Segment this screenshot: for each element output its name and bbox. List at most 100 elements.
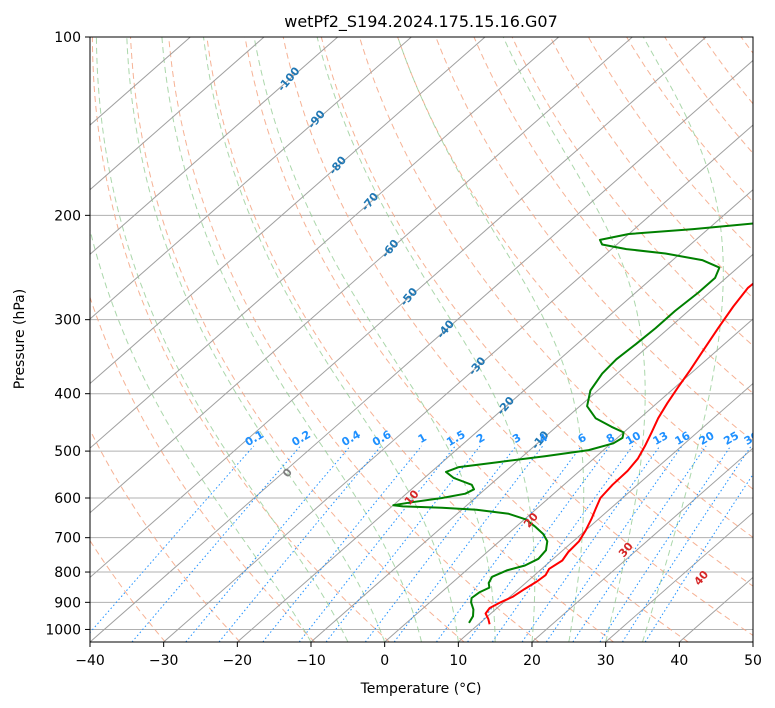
x-tick-label: 20: [523, 653, 541, 669]
mixing-ratio-label: 10: [623, 429, 643, 448]
y-axis: 100 200 300 400 500 600 700 800 900 1000: [45, 30, 90, 638]
moist-adiabat: [253, 37, 496, 642]
isotherm: [90, 37, 339, 255]
y-tick-label: 900: [54, 595, 81, 611]
isotherm: [605, 512, 753, 642]
reference-line-labels: -100-90-80-70-60-50-40-30-20-100.1 0.2 0.4…: [243, 64, 775, 588]
mixing-ratio-label: 3: [510, 431, 523, 446]
wetbulb-label: 40: [691, 568, 711, 588]
isotherm: [458, 382, 753, 642]
temperature-line: [484, 282, 753, 625]
mixing-ratio-line: [599, 445, 732, 642]
isotherm: [90, 37, 412, 320]
y-tick-label: 700: [54, 531, 81, 547]
moist-adiabat: [397, 37, 585, 642]
isotherm: [531, 447, 753, 642]
mixing-ratio-line: [90, 445, 255, 634]
x-tick-label: −40: [75, 653, 105, 669]
isotherm: [679, 576, 753, 642]
mixing-ratio-line: [131, 445, 301, 642]
mixing-ratio-label: 1: [416, 431, 429, 446]
mixing-ratio-label: 6: [576, 431, 589, 446]
mixing-ratio-label: 30: [742, 429, 762, 448]
dry-adiabat: [206, 37, 614, 642]
y-tick-label: 100: [54, 30, 81, 46]
dewpoint-line: [392, 222, 753, 624]
mixing-ratio-label: 36: [763, 429, 775, 448]
isotherm: [752, 641, 753, 642]
dry-adiabat: [359, 37, 753, 539]
y-tick-label: 200: [54, 208, 81, 224]
mixing-ratio-label: 13: [651, 429, 671, 448]
mixing-ratio-line: [621, 445, 752, 642]
dry-adiabat: [626, 37, 753, 203]
wetbulb-label: 20: [521, 510, 541, 530]
dry-adiabat: [511, 37, 753, 347]
mixing-ratio-label: 8: [604, 431, 617, 446]
mixing-ratio-line: [572, 445, 707, 642]
mixing-ratio-label: 25: [721, 429, 741, 448]
dry-adiabat: [90, 295, 316, 642]
isotherm: [90, 37, 560, 449]
mixing-ratio-label: 0.1: [243, 428, 266, 449]
isotherm: [90, 59, 753, 642]
x-tick-label: −10: [296, 653, 326, 669]
dry-adiabat: [397, 37, 753, 490]
mixing-ratio-line: [545, 445, 683, 642]
isotherm: [237, 188, 753, 642]
dry-adiabat: [473, 37, 753, 394]
mixing-ratio-lines: [90, 445, 753, 642]
dry-adiabat: [90, 428, 241, 642]
mixing-ratio-line: [185, 445, 351, 642]
isotherm: [90, 37, 486, 385]
x-axis: −40 −30 −20 −10 0 10 20 30 40 50: [75, 642, 762, 669]
moist-adiabat: [502, 37, 646, 642]
x-tick-label: 50: [744, 653, 762, 669]
dry-adiabat: [549, 37, 753, 299]
mixing-ratio-line: [491, 445, 634, 642]
isotherm: [90, 37, 633, 514]
x-tick-label: 40: [670, 653, 688, 669]
moist-adiabats: [90, 37, 724, 642]
mixing-ratio-label: 16: [673, 429, 693, 448]
moist-adiabat: [161, 37, 422, 642]
x-axis-title: Temperature (°C): [360, 681, 482, 697]
isotherm-label: -100: [275, 64, 303, 94]
mixing-ratio-label: 0.4: [339, 428, 363, 449]
chart-title: wetPf2_S194.2024.175.15.16.G07: [284, 12, 558, 32]
dry-adiabat: [168, 37, 540, 642]
isotherm: [90, 37, 707, 579]
mixing-ratio-label: 1.5: [444, 428, 467, 449]
pressure-gridlines: [90, 37, 753, 630]
y-tick-label: 800: [54, 565, 81, 581]
y-tick-label: 1000: [45, 622, 81, 638]
dry-adiabat: [702, 37, 753, 105]
x-tick-label: 10: [449, 653, 467, 669]
x-tick-label: 30: [597, 653, 615, 669]
dry-adiabat: [244, 37, 689, 642]
isotherm: [384, 318, 753, 642]
mixing-ratio-label: 2: [474, 431, 487, 446]
wetbulb-label: 0: [280, 466, 295, 480]
dry-adiabat: [91, 37, 390, 642]
mixing-ratio-line: [467, 445, 611, 642]
mixing-ratio-label: 20: [697, 429, 717, 448]
plot-frame: [89, 36, 754, 643]
mixing-ratio-line: [644, 473, 753, 642]
mixing-ratio-line: [364, 445, 517, 642]
moist-adiabat: [126, 37, 386, 642]
isotherm: [310, 253, 753, 642]
plot-area: -100-90-80-70-60-50-40-30-20-100.1 0.2 0.4…: [90, 37, 775, 642]
y-tick-label: 500: [54, 444, 81, 460]
dry-adiabat: [435, 37, 753, 442]
dry-adiabat: [740, 37, 753, 54]
dry-adiabat: [282, 37, 753, 636]
mixing-ratio-line: [325, 445, 481, 642]
wetbulb-label: 30: [616, 540, 636, 560]
dry-adiabat: [320, 37, 753, 587]
isotherm: [163, 124, 753, 642]
mixing-ratio-label: 0.6: [370, 428, 394, 449]
isotherm: [90, 37, 191, 126]
x-tick-label: −30: [149, 653, 179, 669]
